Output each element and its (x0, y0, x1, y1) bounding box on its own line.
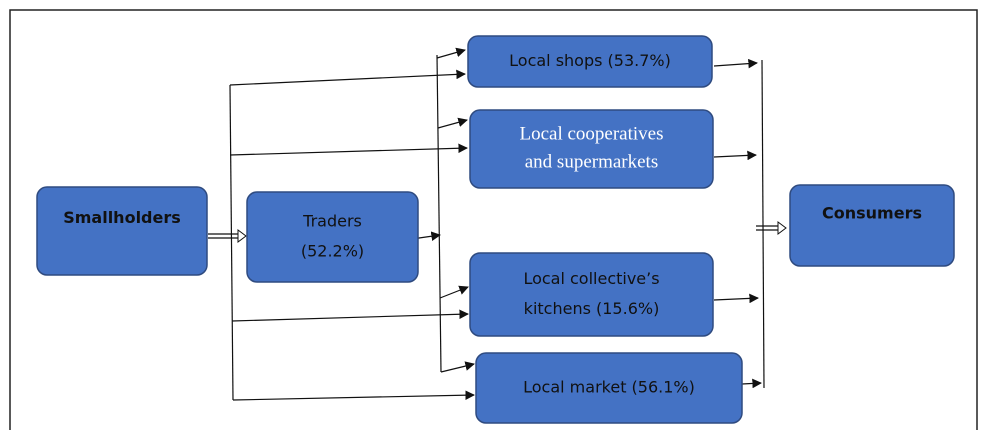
node-label: kitchens (15.6%) (524, 299, 660, 318)
node-label: Local cooperatives (519, 123, 663, 144)
node-box (469, 109, 714, 189)
node-label: Consumers (822, 204, 922, 223)
node-label: Local market (56.1%) (523, 378, 695, 397)
node-label: Smallholders (63, 208, 181, 227)
node-box (475, 352, 743, 424)
node-label: and supermarkets (525, 151, 658, 172)
node-box (469, 252, 714, 337)
node-box (246, 191, 419, 283)
node-box (467, 35, 713, 88)
node-box (789, 184, 955, 267)
node-label: Traders (302, 212, 362, 231)
node-box (36, 186, 208, 276)
nodes: Smallholders Traders (52.2%) Local shops (5… (36, 35, 955, 424)
node-label: Local collective’s (523, 269, 659, 288)
frame (9, 9, 978, 430)
node-label: Local shops (53.7%) (509, 51, 671, 70)
node-label: (52.2%) (301, 242, 364, 261)
